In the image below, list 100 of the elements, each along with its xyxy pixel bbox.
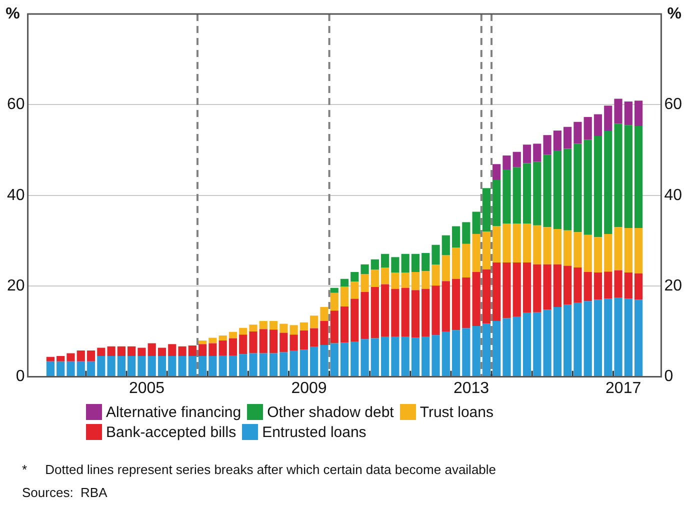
bar [432, 264, 440, 286]
legend-label: Alternative financing [106, 404, 242, 420]
bar [512, 224, 521, 263]
bar [360, 274, 369, 292]
bar [46, 361, 55, 376]
bar [411, 272, 420, 290]
bar [411, 290, 420, 338]
bar [300, 330, 308, 350]
bar [432, 335, 440, 376]
bar [310, 316, 318, 328]
bar [584, 116, 592, 140]
bar [381, 254, 390, 268]
bar [482, 324, 491, 376]
bar [624, 125, 632, 228]
bar [564, 230, 572, 266]
bar [482, 269, 491, 324]
bar [614, 124, 622, 228]
bar [117, 356, 126, 376]
bar [574, 144, 582, 232]
bar [634, 126, 643, 228]
bar [117, 346, 126, 356]
bar [442, 331, 450, 376]
bar [533, 225, 542, 264]
bar [472, 272, 480, 326]
legend-label: Bank-accepted bills [106, 424, 236, 440]
bar [634, 228, 643, 274]
bar [391, 288, 400, 337]
bar [584, 272, 592, 302]
bar [422, 271, 430, 289]
bar [310, 346, 318, 376]
bar [634, 100, 643, 126]
bar [492, 164, 501, 180]
bar [168, 344, 176, 356]
bar [198, 340, 207, 344]
bar [502, 262, 511, 318]
bar [502, 318, 511, 376]
bar [522, 262, 532, 313]
bar [138, 348, 146, 356]
bar [512, 167, 521, 224]
bar [249, 331, 258, 354]
x-tick-label: 2009 [291, 380, 327, 397]
bar [584, 301, 592, 376]
bar [381, 268, 390, 284]
legend-label: Other shadow debt [267, 404, 394, 420]
bar [148, 343, 156, 356]
bar [553, 264, 562, 307]
y2-tick-label: 60 [664, 96, 682, 114]
bar [97, 348, 106, 356]
bar [543, 264, 552, 310]
y2-tick-label: 20 [664, 278, 682, 295]
bar [330, 288, 338, 293]
bar [330, 343, 338, 376]
bar [300, 322, 308, 331]
bar [320, 321, 328, 346]
text: * Dotted lines represent series breaks after which certain data become available [22, 462, 498, 477]
bar [512, 316, 521, 376]
bar [228, 355, 238, 376]
bar [320, 345, 328, 376]
bar [350, 298, 359, 342]
bar [614, 270, 622, 298]
bar [198, 356, 207, 376]
y2-tick-label: 0 [664, 368, 674, 386]
bar [584, 234, 592, 272]
bar [370, 338, 379, 376]
bar [249, 324, 258, 332]
bar [614, 298, 622, 376]
bar [594, 300, 602, 376]
bar [512, 152, 521, 168]
bar [462, 328, 470, 376]
bar [86, 361, 96, 376]
bar [594, 272, 602, 300]
bar [604, 234, 612, 272]
bar [492, 226, 501, 263]
bar [442, 235, 450, 256]
bar [208, 338, 217, 344]
bar [148, 356, 156, 376]
bar [553, 130, 562, 151]
bar [97, 356, 106, 376]
bar [462, 277, 470, 328]
bar [178, 346, 186, 356]
bar [594, 237, 602, 272]
x-tick-label: 2017 [606, 380, 642, 397]
bar [218, 336, 227, 341]
legend-label: Entrusted loans [262, 424, 366, 440]
bar [401, 336, 410, 376]
bar [290, 325, 298, 335]
bar [492, 180, 501, 226]
bar [452, 330, 460, 376]
bar [401, 254, 410, 272]
y-tick-label: 40 [7, 186, 25, 204]
bar [492, 262, 501, 322]
bar [269, 353, 278, 376]
bar [533, 264, 542, 312]
bar [259, 353, 268, 376]
bar [604, 272, 612, 299]
y-tick-label: 60 [7, 96, 25, 114]
bar [442, 255, 450, 282]
bar [259, 321, 268, 330]
bar [574, 268, 582, 303]
bar [198, 344, 207, 356]
